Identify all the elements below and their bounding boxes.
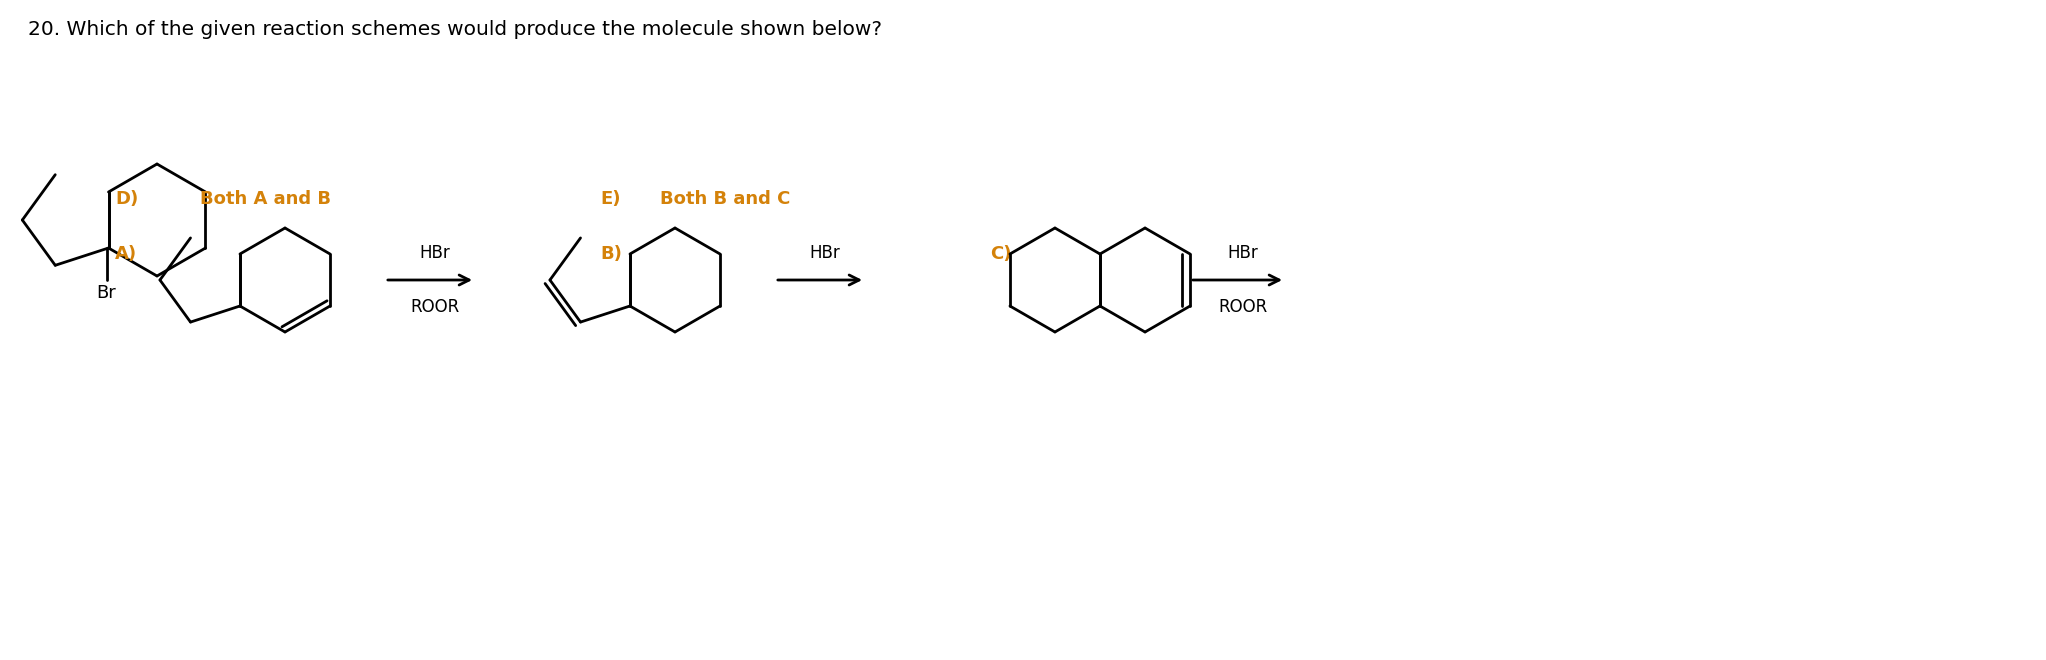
Text: D): D) (115, 190, 139, 208)
Text: HBr: HBr (419, 244, 450, 262)
Text: B): B) (599, 245, 622, 263)
Text: Both B and C: Both B and C (661, 190, 790, 208)
Text: ROOR: ROOR (1217, 298, 1266, 316)
Text: 20. Which of the given reaction schemes would produce the molecule shown below?: 20. Which of the given reaction schemes … (29, 20, 882, 39)
Text: A): A) (115, 245, 137, 263)
Text: HBr: HBr (1228, 244, 1258, 262)
Text: Br: Br (96, 284, 117, 302)
Text: HBr: HBr (810, 244, 841, 262)
Text: C): C) (990, 245, 1011, 263)
Text: Both A and B: Both A and B (201, 190, 331, 208)
Text: E): E) (599, 190, 620, 208)
Text: ROOR: ROOR (411, 298, 460, 316)
